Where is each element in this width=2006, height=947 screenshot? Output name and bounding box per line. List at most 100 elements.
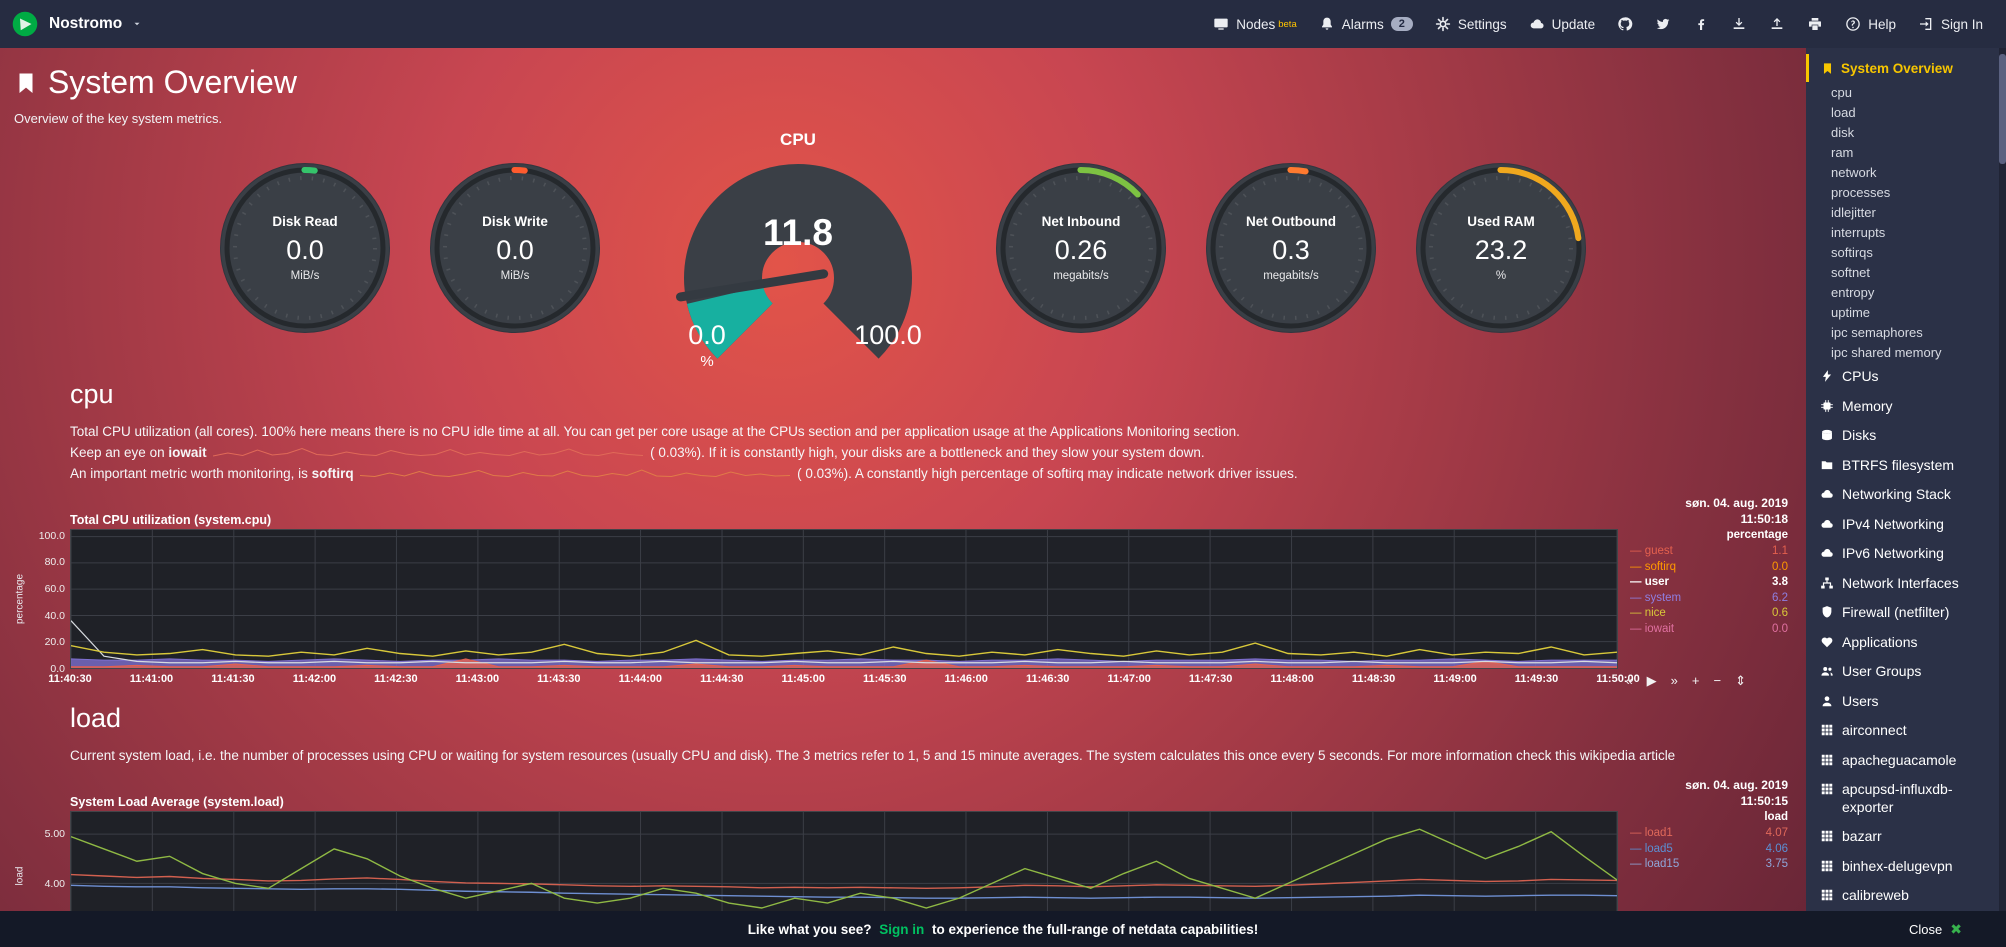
legend-item-load15[interactable]: — load15 3.75	[1630, 858, 1788, 871]
legend-item-load1[interactable]: — load1 4.07	[1630, 827, 1788, 840]
gauge-used-ram[interactable]: Used RAM 23.2%	[1415, 162, 1587, 334]
zoom-out-icon[interactable]: −	[1713, 673, 1722, 689]
gauge-label: Net Inbound	[1041, 213, 1121, 229]
gauge-unit: megabits/s	[1263, 269, 1319, 282]
fast-forward-icon[interactable]: »	[1670, 673, 1678, 689]
gauge-net-inbound[interactable]: Net Inbound 0.26 megabits/s	[995, 162, 1167, 334]
nav-alarms[interactable]: Alarms 2	[1308, 9, 1424, 39]
sidebar-active-label: System Overview	[1841, 61, 1953, 76]
sidebar-item-network[interactable]: network	[1831, 164, 1877, 180]
legend-item-load5[interactable]: — load5 4.06	[1630, 842, 1788, 855]
sidebar-item-system-overview[interactable]: System Overview	[1806, 54, 2006, 82]
github-icon	[1618, 17, 1633, 31]
sidebar-item-entropy[interactable]: entropy	[1831, 284, 1875, 300]
gauge-dial	[220, 162, 390, 333]
signin-banner: Like what you see? Sign in to experience…	[0, 911, 2006, 947]
gauge-disk-read[interactable]: Disk Read 0.0 MiB/s	[219, 162, 391, 334]
legend-item-user[interactable]: — user 3.8	[1630, 576, 1788, 589]
nav-sign-in[interactable]: Sign In	[1907, 9, 1994, 39]
cloud-icon	[1821, 548, 1833, 557]
sidebar-section-memory[interactable]: Memory	[1806, 392, 2006, 422]
chart-datetime: søn. 04. aug. 2019 11:50:15	[1618, 777, 1790, 809]
chart-legend: percentage — guest 1.1 — softirq 0.0 — user 3…	[1618, 529, 1790, 669]
sidebar-section-disks[interactable]: Disks	[1806, 421, 2006, 451]
nav-facebook[interactable]	[1682, 9, 1720, 39]
hostname-label: Nostromo	[49, 15, 123, 32]
legend-item-guest[interactable]: — guest 1.1	[1630, 545, 1788, 558]
nav-export[interactable]	[1758, 9, 1796, 39]
cloud-icon	[1821, 489, 1833, 498]
cpu-gauge[interactable]: CPU 11.8 0.0 100.0 %	[643, 130, 953, 370]
sidebar-section-networking-stack[interactable]: Networking Stack	[1806, 480, 2006, 510]
sidebar-section-network-interfaces[interactable]: Network Interfaces	[1806, 569, 2006, 599]
nav-nodes[interactable]: Nodes beta	[1202, 9, 1308, 39]
sidebar-section-applications[interactable]: Applications	[1806, 628, 2006, 658]
sidebar-item-processes[interactable]: processes	[1831, 184, 1891, 200]
nav-print[interactable]	[1796, 9, 1834, 39]
gauge-value: 0.26	[1054, 234, 1108, 265]
sidebar-section-airconnect[interactable]: airconnect	[1806, 716, 2006, 746]
sidebar-section-ipv6-networking[interactable]: IPv6 Networking	[1806, 539, 2006, 569]
grid-icon	[1821, 783, 1833, 795]
iowait-sparkline	[213, 446, 643, 459]
sidebar-item-interrupts[interactable]: interrupts	[1831, 224, 1886, 240]
sidebar-section-calibreweb[interactable]: calibreweb	[1806, 881, 2006, 911]
nav-update[interactable]: Update	[1518, 9, 1607, 39]
iowait-keyword: iowait	[168, 444, 207, 460]
sidebar-section-binhex-delugevpn[interactable]: binhex-delugevpn	[1806, 852, 2006, 882]
sidebar-section-apacheguacamole[interactable]: apacheguacamole	[1806, 746, 2006, 776]
sidebar-item-ram[interactable]: ram	[1831, 144, 1854, 160]
gear-icon	[1435, 16, 1451, 32]
legend-item-nice[interactable]: — nice 0.6	[1630, 607, 1788, 620]
sidebar-item-idlejitter[interactable]: idlejitter	[1831, 204, 1876, 220]
close-icon: ✖	[1950, 920, 1962, 937]
sidebar-item-disk[interactable]: disk	[1831, 124, 1855, 140]
page-header: System Overview Overview of the key syst…	[0, 48, 1806, 126]
gauge-net-outbound[interactable]: Net Outbound 0.3 megabits/s	[1205, 162, 1377, 334]
gauge-dial	[996, 162, 1166, 333]
sidebar-item-cpu[interactable]: cpu	[1831, 84, 1852, 100]
brand-menu[interactable]: Nostromo	[10, 9, 143, 39]
zoom-in-icon[interactable]: +	[1691, 673, 1700, 689]
sidebar-item-softnet[interactable]: softnet	[1831, 264, 1871, 280]
nav-twitter[interactable]	[1644, 9, 1682, 39]
banner-close-button[interactable]: Close ✖	[1909, 921, 1962, 938]
nav-help[interactable]: Help	[1834, 9, 1907, 39]
legend-unit-label: load	[1764, 811, 1788, 824]
rewind-icon[interactable]: «	[1625, 673, 1633, 689]
legend-item-system[interactable]: — system 6.2	[1630, 591, 1788, 604]
play-icon[interactable]: ▶	[1646, 673, 1657, 689]
nav-github[interactable]	[1606, 9, 1644, 39]
sidebar-scrollbar[interactable]	[1999, 48, 2006, 947]
sidebar-item-ipc-shared-memory[interactable]: ipc shared memory	[1831, 344, 1942, 360]
sidebar-item-ipc-semaphores[interactable]: ipc semaphores	[1831, 324, 1923, 340]
sidebar-item-softirqs[interactable]: softirqs	[1831, 244, 1873, 260]
sidebar-section-apcupsd-influxdb-exporter[interactable]: apcupsd-influxdb-exporter	[1806, 775, 2006, 822]
gauge-disk-write[interactable]: Disk Write 0.0 MiB/s	[429, 162, 601, 334]
sidebar-item-load[interactable]: load	[1831, 104, 1856, 120]
nav-import[interactable]	[1720, 9, 1758, 39]
sidebar-section-cpus[interactable]: CPUs	[1806, 362, 2006, 392]
sidebar-section-btrfs-filesystem[interactable]: BTRFS filesystem	[1806, 451, 2006, 481]
chart-plot-area[interactable]	[70, 529, 1618, 670]
sidebar-section-bazarr[interactable]: bazarr	[1806, 822, 2006, 852]
sidebar-section-ipv4-networking[interactable]: IPv4 Networking	[1806, 510, 2006, 540]
gauge-label: Disk Read	[272, 213, 338, 229]
legend-unit-label: percentage	[1726, 529, 1788, 542]
twitter-icon	[1656, 18, 1670, 30]
scrollbar-thumb[interactable]	[1999, 54, 2006, 164]
gauge-unit: MiB/s	[500, 269, 530, 282]
sidebar-section-firewall-netfilter-[interactable]: Firewall (netfilter)	[1806, 598, 2006, 628]
legend-item-softirq[interactable]: — softirq 0.0	[1630, 560, 1788, 573]
sidebar: System Overview cpu load disk ram network pro…	[1806, 48, 2006, 947]
sidebar-section-users[interactable]: Users	[1806, 687, 2006, 717]
sidebar-section-user-groups[interactable]: User Groups	[1806, 657, 2006, 687]
sign-in-link[interactable]: Sign in	[879, 921, 925, 937]
iowait-text-prefix: Keep an eye on	[70, 444, 169, 460]
cpu-utilization-chart[interactable]: Total CPU utilization (system.cpu) søn. …	[12, 495, 1790, 689]
resize-icon[interactable]: ⇕	[1735, 673, 1746, 689]
gauge-dial	[1206, 162, 1376, 333]
nav-settings[interactable]: Settings	[1424, 9, 1518, 39]
sidebar-item-uptime[interactable]: uptime	[1831, 304, 1871, 320]
legend-item-iowait[interactable]: — iowait 0.0	[1630, 622, 1788, 635]
